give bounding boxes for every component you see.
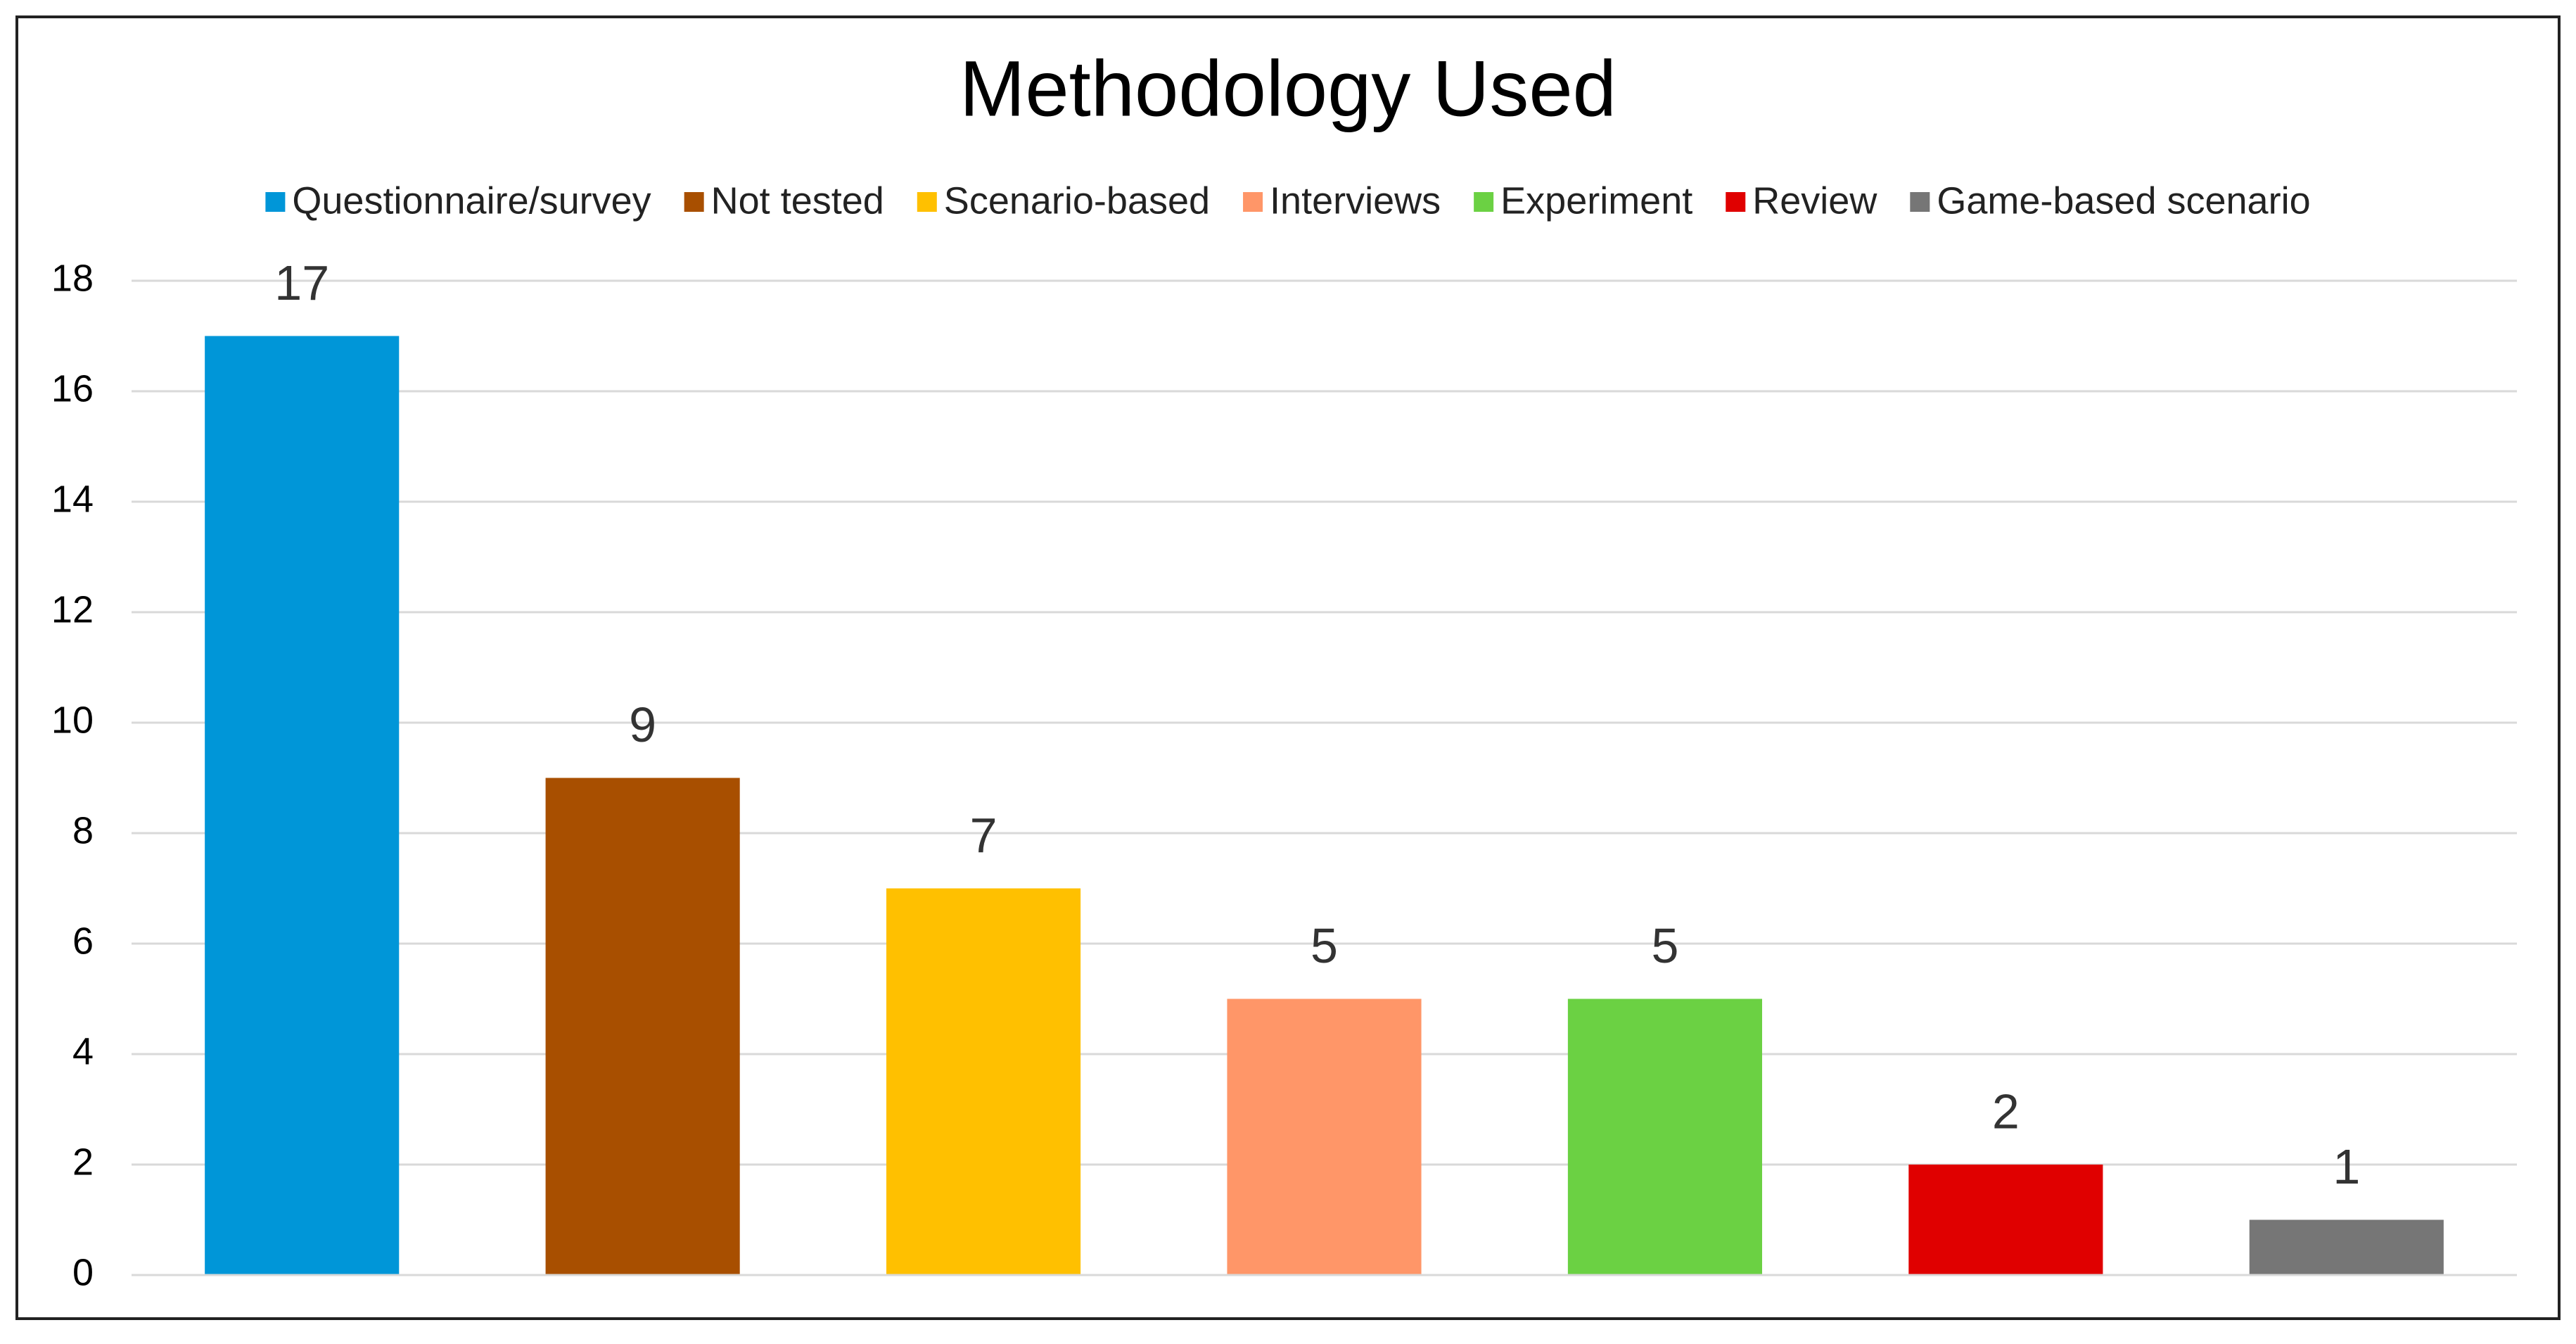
data-label: 17: [274, 255, 329, 310]
bar: [1567, 999, 1762, 1275]
y-tick-label: 0: [72, 1251, 94, 1293]
legend-swatch: [1474, 192, 1494, 212]
legend-label: Review: [1752, 179, 1877, 222]
bar: [1908, 1165, 2103, 1275]
bar: [2249, 1219, 2444, 1275]
data-label: 1: [2333, 1139, 2360, 1194]
y-tick-label: 18: [51, 257, 94, 299]
legend-swatch: [684, 192, 704, 212]
legend-swatch: [1910, 192, 1930, 212]
legend-swatch: [265, 192, 286, 212]
y-tick-label: 16: [51, 367, 94, 410]
y-tick-label: 10: [51, 699, 94, 741]
legend-label: Interviews: [1270, 179, 1441, 222]
legend-swatch: [1726, 192, 1746, 212]
chart-title: Methodology Used: [959, 45, 1617, 133]
bar: [1227, 999, 1422, 1275]
data-label: 5: [1311, 918, 1338, 973]
y-tick-label: 6: [72, 920, 94, 962]
y-tick-label: 4: [72, 1030, 94, 1072]
data-label: 7: [970, 808, 997, 863]
y-tick-label: 14: [51, 478, 94, 520]
legend-swatch: [1243, 192, 1263, 212]
legend-label: Questionnaire/survey: [292, 179, 651, 222]
data-label: 9: [629, 697, 656, 752]
legend-label: Experiment: [1500, 179, 1692, 222]
y-tick-label: 12: [51, 588, 94, 630]
data-label: 5: [1651, 918, 1678, 973]
bar: [886, 888, 1081, 1275]
legend-swatch: [917, 192, 937, 212]
legend-label: Game-based scenario: [1937, 179, 2310, 222]
y-tick-label: 8: [72, 809, 94, 851]
data-label: 2: [1992, 1084, 2020, 1139]
legend-label: Not tested: [711, 179, 884, 222]
bar: [205, 336, 400, 1275]
bar: [545, 778, 740, 1275]
legend-label: Scenario-based: [944, 179, 1210, 222]
y-tick-label: 2: [72, 1141, 94, 1183]
